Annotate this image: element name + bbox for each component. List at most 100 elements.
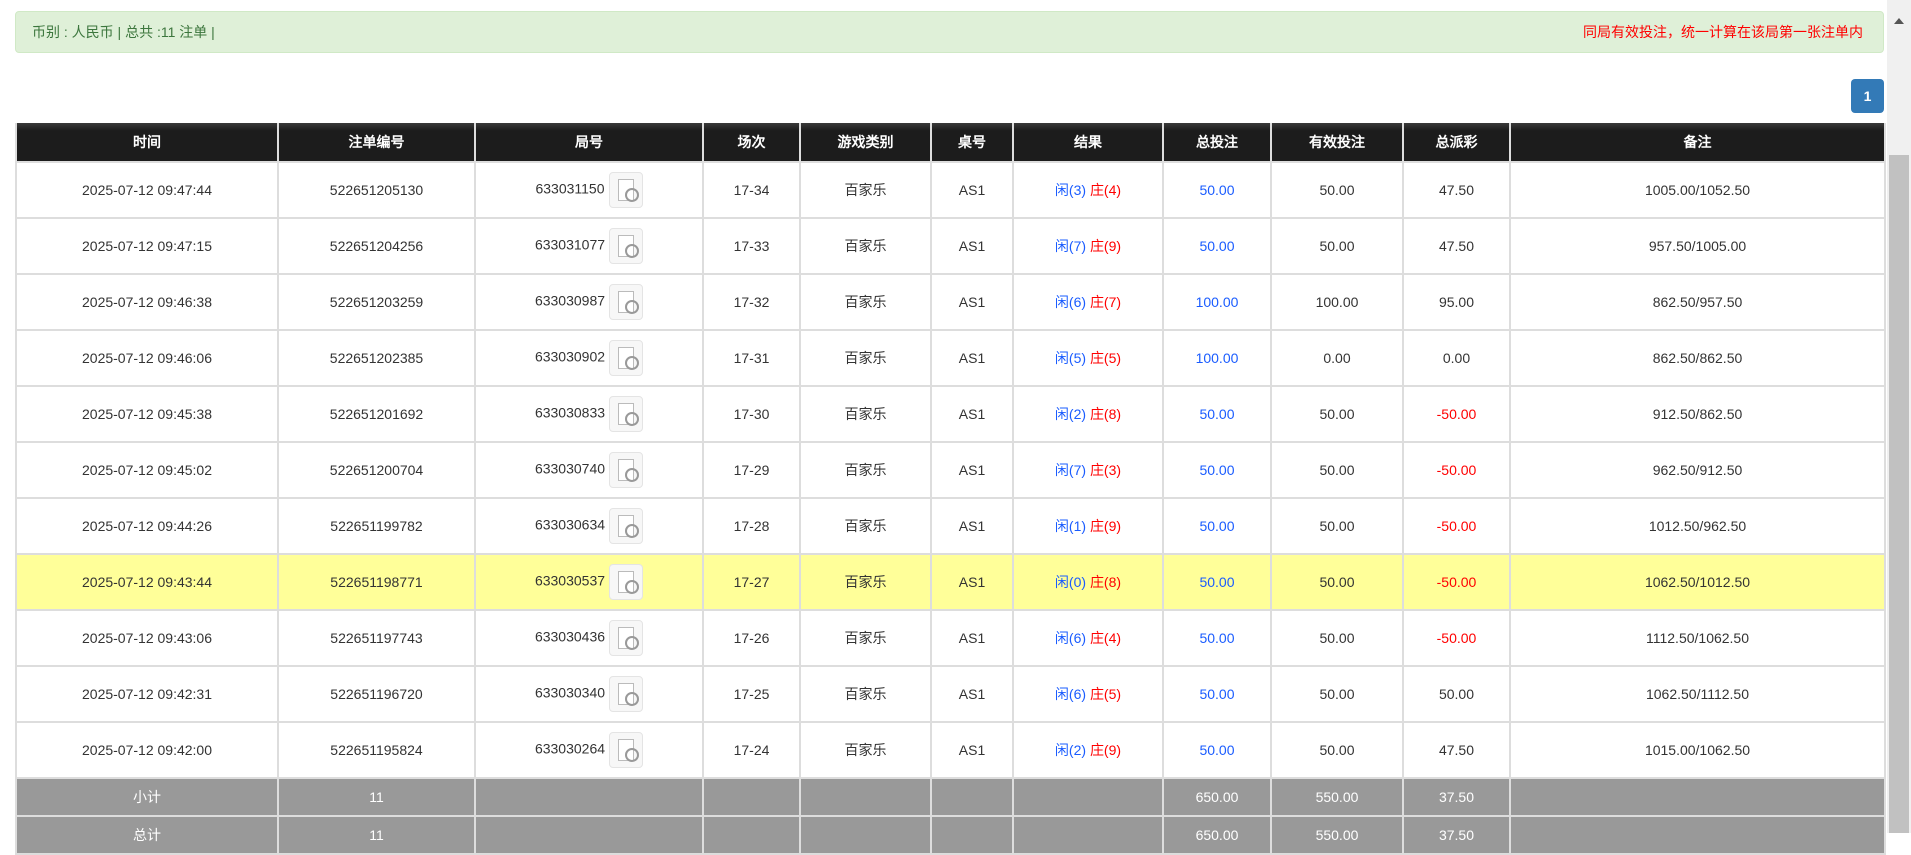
valid-bet-cell: 50.00	[1270, 497, 1404, 555]
subtotal-payout: 37.50	[1402, 777, 1511, 817]
payout-cell: 47.50	[1402, 161, 1511, 219]
payout-cell: 47.50	[1402, 721, 1511, 779]
total-count: 11	[277, 815, 476, 855]
time-cell: 2025-07-12 09:43:44	[15, 553, 279, 611]
time-cell: 2025-07-12 09:43:06	[15, 609, 279, 667]
session-cell: 17-30	[702, 385, 801, 443]
payout-cell: 0.00	[1402, 329, 1511, 387]
game-cell: 百家乐	[799, 273, 932, 331]
table-cell: AS1	[930, 217, 1014, 275]
video-replay-icon[interactable]	[609, 508, 644, 544]
player-result: 闲(2)	[1054, 742, 1087, 758]
total-label: 总计	[15, 815, 279, 855]
total-bet-cell: 50.00	[1162, 665, 1272, 723]
session-cell: 17-34	[702, 161, 801, 219]
bet-id-cell: 522651201692	[277, 385, 476, 443]
session-cell: 17-28	[702, 497, 801, 555]
game-cell: 百家乐	[799, 497, 932, 555]
valid-bet-cell: 50.00	[1270, 609, 1404, 667]
remark-cell: 1015.00/1062.50	[1509, 721, 1886, 779]
column-header: 时间	[15, 123, 279, 163]
total-bet-cell: 50.00	[1162, 553, 1272, 611]
video-replay-icon[interactable]	[609, 452, 644, 488]
round-cell: 633030833	[474, 385, 704, 443]
round-number: 633031150	[535, 180, 605, 197]
total-bet-cell: 50.00	[1162, 217, 1272, 275]
vertical-scrollbar[interactable]	[1887, 0, 1911, 833]
bet-id-cell: 522651200704	[277, 441, 476, 499]
session-cell: 17-33	[702, 217, 801, 275]
game-cell: 百家乐	[799, 441, 932, 499]
table-row: 2025-07-12 09:47:44 522651205130 6330311…	[15, 161, 1886, 219]
result-cell: 闲(0) 庄(8)	[1012, 553, 1164, 611]
banker-result: 庄(9)	[1089, 742, 1122, 758]
banker-result: 庄(4)	[1089, 630, 1122, 646]
remark-cell: 862.50/957.50	[1509, 273, 1886, 331]
table-cell: AS1	[930, 385, 1014, 443]
valid-bet-cell: 50.00	[1270, 385, 1404, 443]
time-cell: 2025-07-12 09:47:44	[15, 161, 279, 219]
payout-cell: 47.50	[1402, 217, 1511, 275]
result-cell: 闲(7) 庄(9)	[1012, 217, 1164, 275]
total-bet-cell: 50.00	[1162, 441, 1272, 499]
table-row: 2025-07-12 09:46:38 522651203259 6330309…	[15, 273, 1886, 331]
video-replay-icon[interactable]	[609, 396, 644, 432]
page-1-button[interactable]: 1	[1851, 79, 1884, 113]
valid-bet-cell: 50.00	[1270, 721, 1404, 779]
time-cell: 2025-07-12 09:44:26	[15, 497, 279, 555]
video-replay-icon[interactable]	[609, 620, 644, 656]
table-row: 2025-07-12 09:42:00 522651195824 6330302…	[15, 721, 1886, 779]
bet-records-table: 时间 注单编号 局号 场次 游戏类别 桌号 结果 总投注 有效投注 总派彩 备注 2025-07-1…	[15, 123, 1886, 855]
player-result: 闲(1)	[1054, 518, 1087, 534]
total-payout: 37.50	[1402, 815, 1511, 855]
time-cell: 2025-07-12 09:42:31	[15, 665, 279, 723]
table-row: 2025-07-12 09:43:44 522651198771 6330305…	[15, 553, 1886, 611]
video-replay-icon[interactable]	[609, 732, 644, 768]
round-number: 633030634	[534, 516, 606, 533]
video-replay-icon[interactable]	[608, 172, 643, 208]
session-cell: 17-29	[702, 441, 801, 499]
round-cell: 633030987	[474, 273, 704, 331]
time-cell: 2025-07-12 09:45:38	[15, 385, 279, 443]
result-cell: 闲(7) 庄(3)	[1012, 441, 1164, 499]
payout-cell: 95.00	[1402, 273, 1511, 331]
remark-cell: 1062.50/1012.50	[1509, 553, 1886, 611]
video-replay-icon[interactable]	[609, 676, 644, 712]
remark-cell: 912.50/862.50	[1509, 385, 1886, 443]
scroll-up-arrow-icon[interactable]	[1894, 18, 1904, 24]
scrollbar-thumb[interactable]	[1889, 155, 1909, 833]
banker-result: 庄(9)	[1089, 518, 1122, 534]
column-header: 有效投注	[1270, 123, 1404, 163]
table-cell: AS1	[930, 441, 1014, 499]
video-replay-icon[interactable]	[609, 564, 644, 600]
table-cell: AS1	[930, 329, 1014, 387]
banker-result: 庄(8)	[1089, 574, 1122, 590]
total-row: 总计 11 650.00 550.00 37.50	[15, 815, 1886, 855]
result-cell: 闲(6) 庄(7)	[1012, 273, 1164, 331]
remark-cell: 1005.00/1052.50	[1509, 161, 1886, 219]
player-result: 闲(3)	[1054, 182, 1087, 198]
video-replay-icon[interactable]	[609, 228, 644, 264]
player-result: 闲(5)	[1054, 350, 1087, 366]
banker-result: 庄(8)	[1089, 406, 1122, 422]
banker-result: 庄(4)	[1089, 182, 1122, 198]
session-cell: 17-27	[702, 553, 801, 611]
round-number: 633030902	[534, 348, 606, 365]
game-cell: 百家乐	[799, 609, 932, 667]
banker-result: 庄(3)	[1089, 462, 1122, 478]
session-cell: 17-25	[702, 665, 801, 723]
player-result: 闲(7)	[1054, 462, 1087, 478]
table-cell: AS1	[930, 273, 1014, 331]
result-cell: 闲(1) 庄(9)	[1012, 497, 1164, 555]
remark-cell: 1062.50/1112.50	[1509, 665, 1886, 723]
player-result: 闲(7)	[1054, 238, 1087, 254]
summary-alert: 币别 : 人民币 | 总共 :11 注单 | 同局有效投注，统一计算在该局第一张…	[15, 11, 1884, 53]
game-cell: 百家乐	[799, 665, 932, 723]
table-cell: AS1	[930, 161, 1014, 219]
player-result: 闲(6)	[1054, 630, 1087, 646]
total-bet-cell: 50.00	[1162, 721, 1272, 779]
video-replay-icon[interactable]	[609, 340, 644, 376]
round-number: 633030740	[534, 460, 606, 477]
total-valid: 550.00	[1270, 815, 1404, 855]
video-replay-icon[interactable]	[609, 284, 644, 320]
